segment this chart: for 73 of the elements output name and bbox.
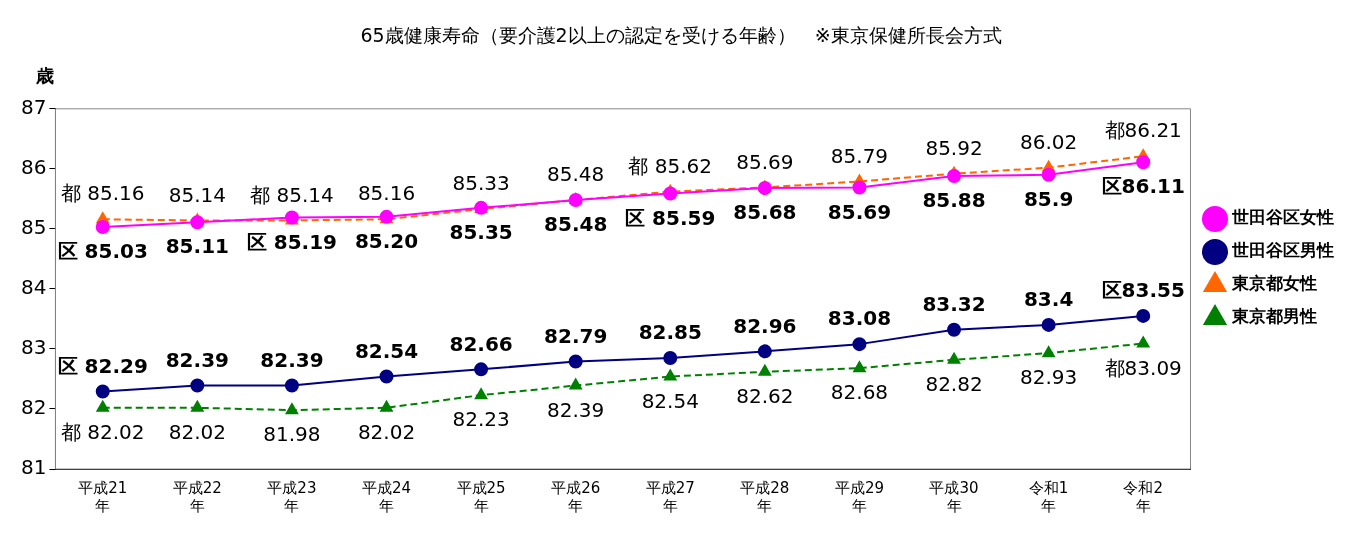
x-tick-label: 令和1年 bbox=[1028, 478, 1069, 515]
data-label: 区 85.03 bbox=[57, 239, 148, 264]
data-label: 85.33 bbox=[452, 171, 510, 196]
legend-label: 東京都女性 bbox=[1231, 273, 1317, 294]
data-label: 85.68 bbox=[733, 200, 797, 225]
y-tick-label: 87 bbox=[21, 95, 47, 119]
y-tick-label: 82 bbox=[21, 395, 47, 420]
data-label: 83.08 bbox=[827, 306, 892, 331]
data-label: 85.48 bbox=[547, 162, 605, 187]
data-label: 83.4 bbox=[1023, 287, 1074, 312]
data-label: 82.62 bbox=[736, 383, 794, 408]
data-label: 区86.11 bbox=[1101, 174, 1185, 199]
y-tick-label: 83 bbox=[21, 335, 47, 360]
data-label: 82.23 bbox=[452, 407, 510, 432]
data-label: 区 85.19 bbox=[246, 229, 338, 254]
data-label: 都 85.16 bbox=[60, 181, 145, 206]
y-tick-label: 84 bbox=[21, 275, 47, 300]
data-label: 85.16 bbox=[357, 181, 416, 206]
data-label: 85.9 bbox=[1023, 187, 1074, 212]
data-label: 区 85.59 bbox=[625, 205, 716, 230]
data-label: 83.32 bbox=[922, 291, 986, 316]
data-label: 86.02 bbox=[1019, 129, 1078, 154]
x-tick-label: 平成30年 bbox=[929, 478, 979, 515]
x-tick-label: 平成21年 bbox=[78, 478, 128, 515]
x-tick-label: 平成27年 bbox=[645, 478, 695, 515]
x-tick-label: 平成23年 bbox=[267, 478, 317, 515]
data-label: 82.93 bbox=[1019, 365, 1078, 390]
data-label: 区83.55 bbox=[1101, 278, 1185, 303]
data-label: 都83.09 bbox=[1104, 355, 1182, 380]
data-label: 82.39 bbox=[165, 347, 229, 372]
data-label: 都 82.02 bbox=[60, 419, 145, 444]
data-label: 82.54 bbox=[354, 338, 419, 363]
y-tick-label: 86 bbox=[21, 155, 47, 180]
data-label: 82.54 bbox=[641, 388, 699, 413]
data-label: 85.20 bbox=[354, 229, 419, 254]
data-label: 85.92 bbox=[925, 135, 983, 160]
data-label: 82.96 bbox=[733, 313, 797, 338]
data-label: 都 85.14 bbox=[250, 182, 334, 207]
data-label: 区 82.29 bbox=[57, 353, 148, 378]
y-tick-label: 85 bbox=[21, 215, 47, 240]
data-label: 82.68 bbox=[830, 380, 889, 405]
data-label: 82.02 bbox=[168, 419, 226, 444]
data-label: 85.35 bbox=[449, 220, 513, 245]
data-label: 82.02 bbox=[357, 419, 416, 444]
chart-title: 65歳健康寿命（要介護2以上の認定を受ける年齢） ※東京保健所長会方式 bbox=[360, 24, 1002, 47]
data-label: 85.79 bbox=[830, 143, 889, 168]
x-tick-label: 平成25年 bbox=[456, 478, 506, 515]
x-tick-label: 平成22年 bbox=[172, 478, 222, 515]
data-label: 都 85.62 bbox=[628, 153, 713, 178]
data-label: 85.11 bbox=[165, 234, 229, 259]
x-tick-label: 令和2年 bbox=[1123, 478, 1163, 515]
legend-label: 世田谷区女性 bbox=[1231, 207, 1334, 228]
data-label: 81.98 bbox=[263, 422, 321, 447]
x-tick-label: 平成28年 bbox=[740, 478, 790, 515]
data-label: 都86.21 bbox=[1104, 118, 1182, 143]
data-label: 82.39 bbox=[547, 397, 605, 422]
data-label: 82.82 bbox=[925, 371, 983, 396]
legend-label: 東京都男性 bbox=[1231, 306, 1317, 327]
data-label: 82.85 bbox=[638, 320, 702, 345]
data-label: 85.88 bbox=[922, 188, 986, 213]
x-tick-label: 平成26年 bbox=[551, 478, 601, 515]
y-tick-label: 81 bbox=[21, 455, 47, 480]
data-label: 85.14 bbox=[168, 182, 226, 207]
legend-label: 世田谷区男性 bbox=[1231, 240, 1334, 261]
x-tick-label: 平成29年 bbox=[834, 478, 884, 515]
data-label: 85.48 bbox=[544, 212, 608, 237]
y-axis-title: 歳 bbox=[35, 65, 55, 87]
data-label: 82.79 bbox=[544, 323, 608, 348]
data-label: 85.69 bbox=[827, 199, 892, 224]
data-label: 82.39 bbox=[260, 347, 324, 372]
x-tick-label: 平成24年 bbox=[361, 478, 412, 515]
data-label: 85.69 bbox=[736, 149, 794, 174]
data-label: 82.66 bbox=[449, 331, 513, 356]
